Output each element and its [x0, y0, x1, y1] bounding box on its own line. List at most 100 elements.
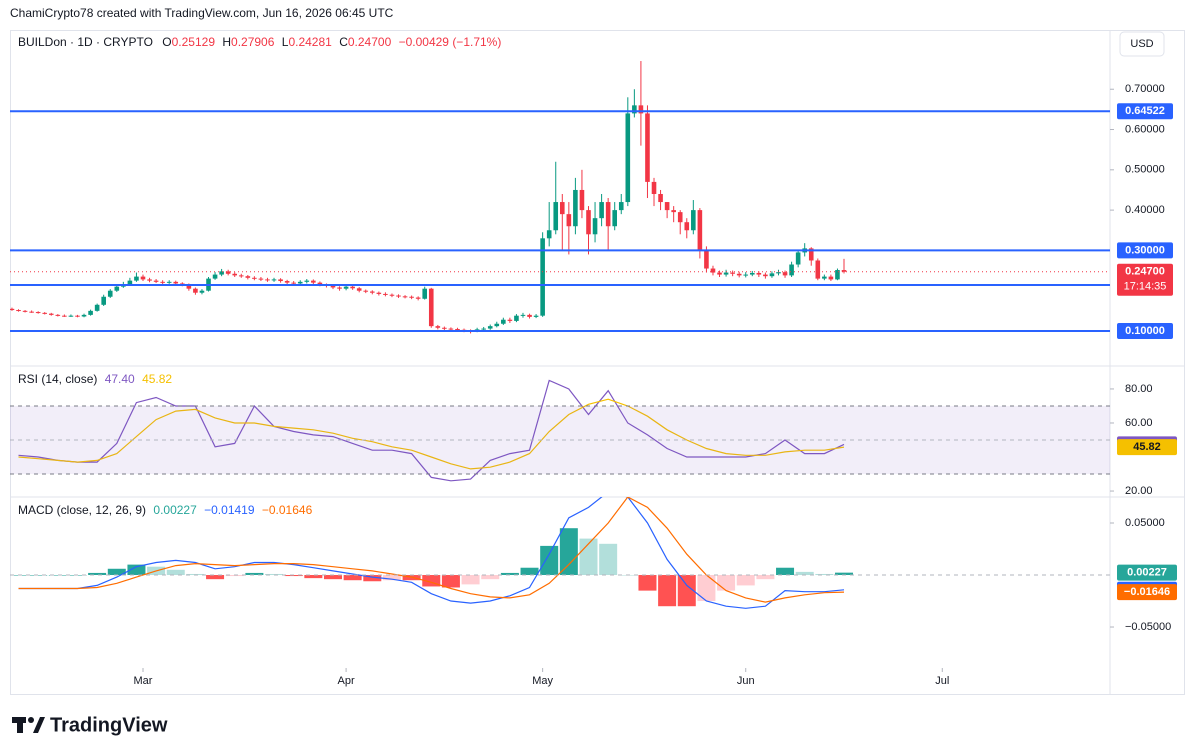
rsi-band	[10, 405, 1110, 475]
candle-body	[632, 105, 637, 114]
indicator-line	[18, 398, 845, 470]
candle-body	[278, 279, 283, 282]
candle-body	[343, 286, 349, 289]
histogram-bar	[500, 572, 519, 576]
histogram-bar	[559, 528, 578, 576]
candle-body	[618, 202, 624, 211]
candle-body	[48, 313, 54, 315]
x-tick-label: May	[532, 675, 553, 687]
histogram-bar	[265, 573, 284, 576]
candle-body	[16, 310, 21, 312]
candle-body	[160, 281, 165, 283]
candle-body	[743, 274, 749, 276]
candle-body	[114, 286, 120, 291]
candle-body	[540, 238, 545, 316]
candle-body	[153, 280, 159, 282]
histogram-bar	[638, 575, 657, 591]
histogram-bar	[284, 575, 303, 577]
candle-body	[245, 276, 251, 278]
candle-body	[81, 314, 87, 317]
y-tick-label: 0.60000	[1125, 123, 1165, 135]
candle-body	[68, 315, 74, 317]
currency-button[interactable]	[1119, 31, 1165, 57]
candle-body	[822, 276, 827, 279]
histogram-bar	[697, 575, 716, 602]
candle-body	[402, 296, 408, 298]
x-tick-label: Jul	[935, 675, 949, 687]
candle-body	[455, 328, 460, 330]
legend-value: −0.01646	[262, 503, 313, 517]
last-price-label: 0.24700	[1125, 266, 1165, 278]
histogram-bar	[795, 571, 814, 576]
value-label: 0.00227	[1127, 567, 1167, 579]
candle-body	[710, 268, 716, 273]
histogram-bar	[835, 572, 854, 576]
candle-body	[553, 202, 559, 231]
candle-body	[612, 210, 618, 227]
candle-body	[75, 315, 80, 317]
level-label-bg	[1117, 242, 1173, 259]
candle-body	[232, 273, 238, 276]
y-tick-label: 0.70000	[1125, 83, 1165, 95]
candle-body	[782, 272, 788, 276]
candle-body	[199, 290, 205, 293]
countdown: 17:14:35	[1124, 281, 1167, 293]
candle-body	[330, 285, 336, 288]
y-tick-label: 80.00	[1125, 383, 1153, 395]
histogram-bar	[658, 575, 677, 607]
indicator-title: MACD (close, 12, 26, 9)	[18, 503, 146, 517]
histogram-bar	[756, 575, 775, 580]
candle-body	[691, 210, 696, 231]
legend-value: 47.40	[105, 372, 135, 386]
candle-body	[55, 314, 61, 316]
histogram-bar	[599, 543, 618, 576]
pane-marks	[18, 379, 845, 482]
candle-body	[166, 281, 172, 283]
candle-body	[442, 327, 447, 329]
value-label: 45.82	[1133, 441, 1161, 453]
x-tick-label: Jun	[737, 675, 755, 687]
candle-body	[376, 292, 382, 294]
candle-body	[94, 304, 100, 311]
indicator-line	[18, 497, 845, 609]
candle-body	[238, 275, 244, 277]
candle-body	[789, 264, 794, 276]
candle-body	[723, 272, 729, 275]
histogram-bar	[815, 573, 834, 576]
legend-key: O	[162, 35, 171, 49]
candle-body	[62, 315, 67, 317]
candle-body	[127, 280, 133, 285]
candle-body	[763, 274, 768, 277]
candle-body	[10, 308, 15, 311]
candle-body	[704, 250, 709, 269]
legend-key: C	[339, 35, 348, 49]
histogram-bar	[88, 572, 107, 576]
candle-body	[481, 328, 486, 330]
candle-body	[677, 212, 683, 223]
candle-body	[35, 312, 41, 314]
y-tick-label: 20.00	[1125, 485, 1153, 497]
candle-body	[808, 248, 814, 261]
histogram-bar	[225, 575, 244, 577]
candle-body	[389, 294, 395, 296]
candle-body	[29, 311, 34, 313]
histogram-bar	[677, 575, 696, 607]
x-tick-label: Apr	[338, 675, 355, 687]
candle-body	[684, 222, 690, 231]
candle-body	[212, 274, 218, 279]
candle-body	[573, 189, 578, 227]
candle-body	[638, 105, 644, 114]
histogram-bar	[107, 568, 126, 576]
price-legend: BUILDon · 1D · CRYPTO O0.25129 H0.27906 …	[18, 35, 501, 49]
candle-body	[409, 296, 414, 298]
legend-value: 0.24281	[288, 35, 332, 49]
histogram-bar	[127, 564, 146, 576]
histogram-bar	[186, 573, 205, 576]
histogram-bar	[540, 545, 559, 576]
candle-body	[815, 260, 821, 279]
histogram-bar	[481, 575, 500, 580]
candle-body	[566, 214, 572, 227]
candle-body	[422, 288, 428, 299]
candle-body	[186, 284, 192, 289]
